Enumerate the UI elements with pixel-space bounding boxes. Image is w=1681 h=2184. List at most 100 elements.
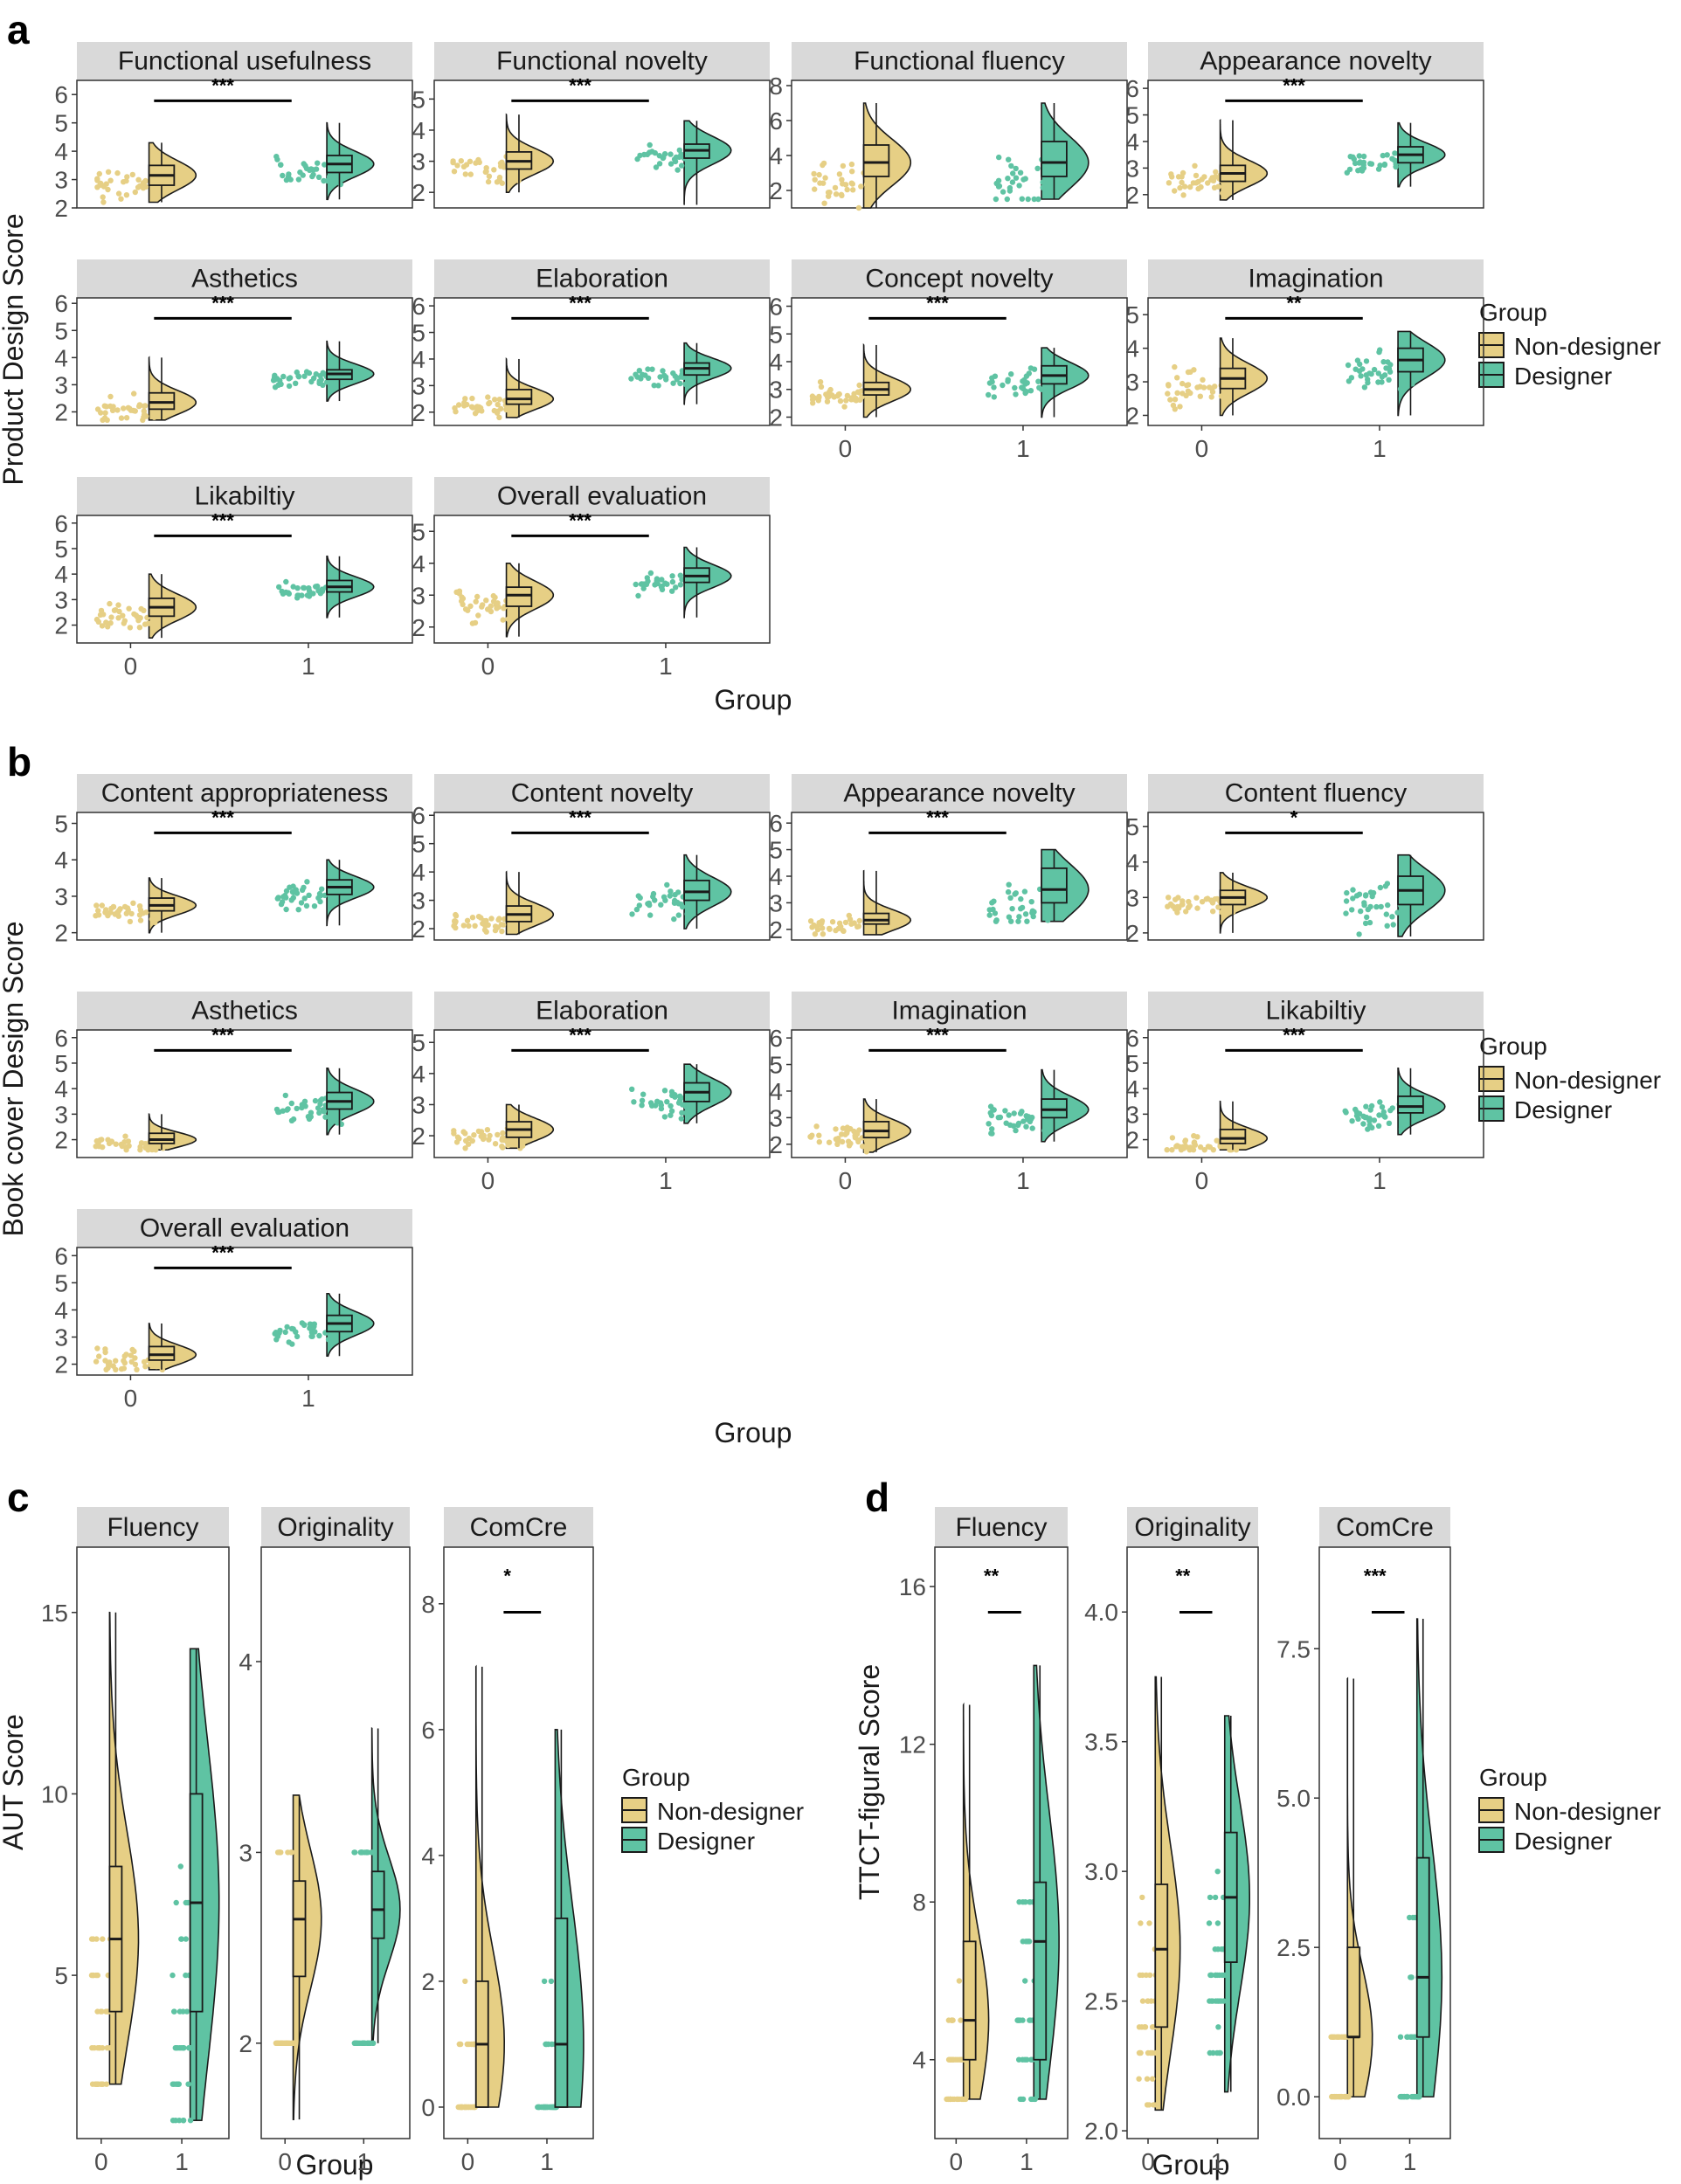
x-axis-title-b: Group <box>715 1417 792 1448</box>
data-point <box>458 2041 464 2048</box>
x-tick-label: 1 <box>1211 2148 1225 2175</box>
facet-title: ComCre <box>470 1513 568 1542</box>
data-point <box>645 375 652 381</box>
data-point <box>1192 162 1198 169</box>
data-point <box>1194 384 1200 390</box>
data-point <box>1220 190 1226 197</box>
data-point <box>96 2045 103 2051</box>
data-point <box>1013 1127 1019 1134</box>
significance-label: *** <box>569 806 591 828</box>
y-tick-label: 12 <box>899 1731 926 1759</box>
facet-a-8: Imagination 2 3 4 5 0 1 ** <box>1125 259 1484 462</box>
data-point <box>659 577 665 583</box>
data-point <box>993 196 1000 203</box>
data-point <box>816 171 822 178</box>
y-tick-label: 4 <box>1125 335 1139 363</box>
data-point <box>1193 172 1200 179</box>
facet-title: Originality <box>277 1513 393 1542</box>
x-tick-label: 0 <box>1141 2148 1155 2175</box>
y-axis-title-b: Book cover Design Score <box>0 921 29 1236</box>
data-point <box>834 1141 840 1148</box>
data-point <box>142 621 149 627</box>
data-point <box>541 1978 548 1985</box>
data-point <box>1345 378 1352 384</box>
data-point <box>499 1144 505 1150</box>
y-tick-label: 2 <box>1125 1127 1139 1154</box>
data-point <box>1010 170 1016 176</box>
data-point <box>842 919 849 926</box>
data-point <box>653 1102 659 1109</box>
data-point <box>326 174 333 180</box>
data-point <box>1377 162 1383 169</box>
data-point <box>277 377 283 384</box>
data-point <box>670 380 676 386</box>
data-point <box>173 2081 179 2087</box>
box <box>683 879 710 902</box>
group-designer <box>274 859 375 927</box>
y-tick-label: 5 <box>769 837 783 864</box>
y-tick-label: 2 <box>769 177 783 204</box>
data-point <box>1031 196 1037 203</box>
y-tick-label: 2 <box>1125 402 1139 429</box>
data-point <box>131 390 137 397</box>
data-point <box>664 1099 670 1105</box>
data-point <box>93 902 100 909</box>
data-point <box>110 1363 116 1369</box>
significance-label: *** <box>211 509 234 531</box>
group-designer <box>634 120 732 205</box>
data-point <box>836 390 842 397</box>
x-tick-label: 0 <box>94 2148 108 2175</box>
data-point <box>629 1086 635 1093</box>
x-tick-label: 0 <box>1195 435 1209 462</box>
data-point <box>1215 2024 1221 2030</box>
significance-label: *** <box>926 1024 949 1046</box>
data-point <box>854 1137 861 1144</box>
data-point <box>467 171 474 177</box>
data-point <box>1363 1103 1369 1109</box>
data-point <box>483 929 489 935</box>
data-point <box>1016 183 1022 189</box>
data-point <box>322 162 328 168</box>
data-point <box>1169 1135 1176 1141</box>
data-point <box>122 1133 128 1139</box>
facet-panel <box>443 1546 594 2139</box>
legend-title: Group <box>622 1764 690 1791</box>
data-point <box>453 918 459 925</box>
data-point <box>451 923 457 930</box>
data-point <box>513 408 519 415</box>
data-point <box>684 158 690 164</box>
data-point <box>477 404 484 411</box>
facet-strip <box>434 992 770 1030</box>
y-tick-label: 15 <box>41 1600 68 1627</box>
y-tick-label: 5 <box>54 1050 68 1077</box>
data-point <box>313 166 320 172</box>
data-point <box>1361 900 1367 906</box>
data-point <box>485 922 491 929</box>
data-point <box>826 925 833 932</box>
data-point <box>93 1144 99 1150</box>
data-point <box>1369 1124 1375 1131</box>
data-point <box>672 891 678 898</box>
facet-title: Overall evaluation <box>140 1214 349 1243</box>
data-point <box>308 1109 315 1116</box>
facet-strip <box>77 992 412 1030</box>
data-point <box>171 2008 177 2015</box>
data-point <box>321 370 327 377</box>
data-point <box>1214 1920 1221 1926</box>
data-point <box>505 1142 511 1149</box>
data-point <box>153 1363 160 1370</box>
significance-label: *** <box>1364 1565 1387 1587</box>
data-point <box>986 1121 992 1127</box>
data-point <box>639 1102 645 1109</box>
data-point <box>294 890 301 896</box>
data-point <box>127 405 133 411</box>
data-point <box>1139 1998 1146 2004</box>
data-point <box>1055 176 1062 182</box>
significance-label: *** <box>569 509 591 531</box>
data-point <box>643 581 650 587</box>
y-tick-label: 3 <box>412 888 425 915</box>
group-nondesigner <box>1164 1100 1268 1153</box>
group-nondesigner <box>451 1103 555 1151</box>
data-point <box>98 410 104 416</box>
data-point <box>1005 378 1011 384</box>
